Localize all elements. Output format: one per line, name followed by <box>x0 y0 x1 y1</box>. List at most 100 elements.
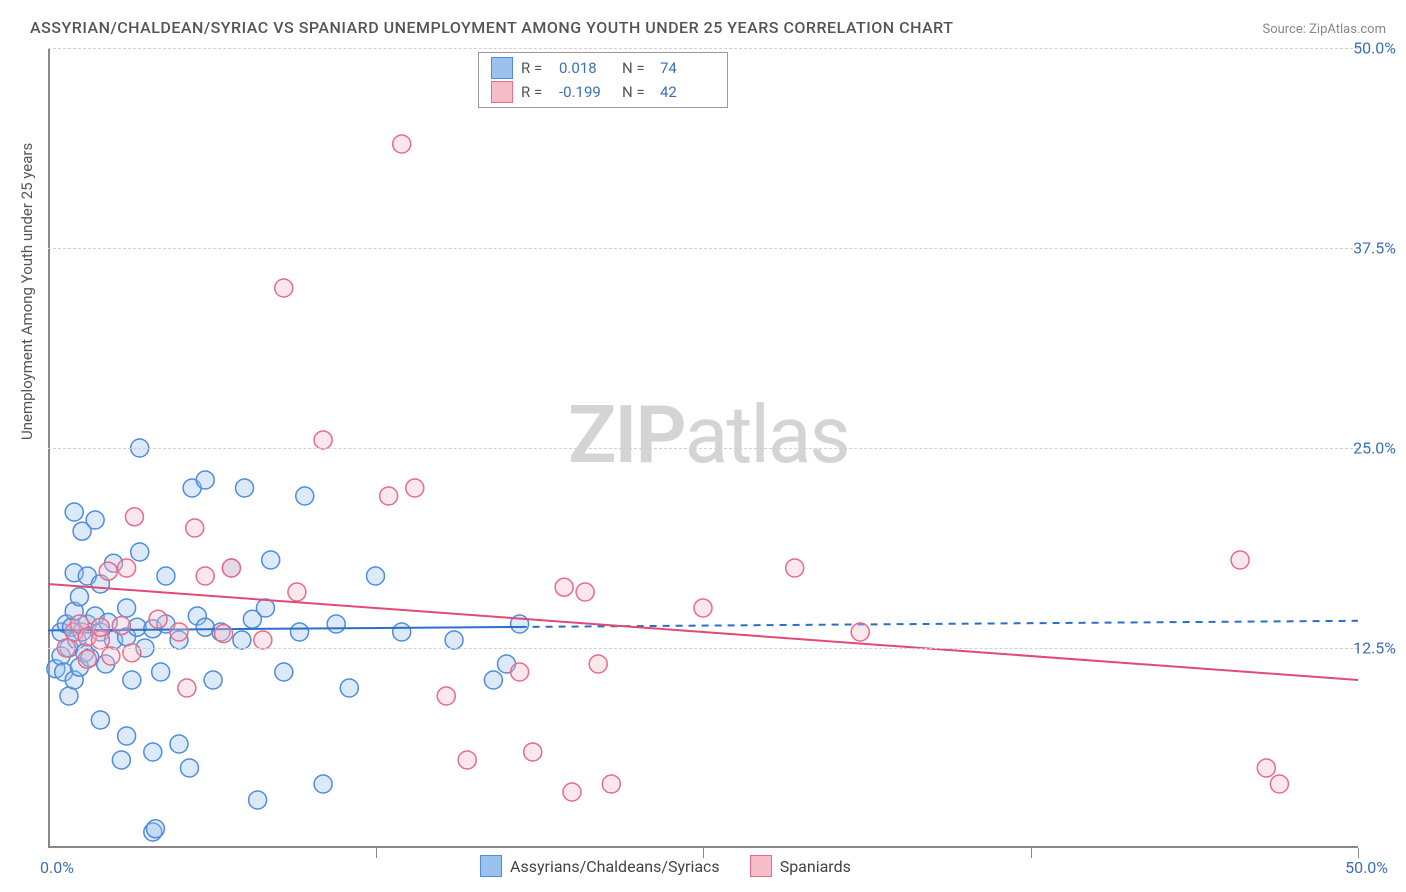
x-tick <box>1358 848 1359 858</box>
data-point <box>112 617 130 635</box>
y-tick-label: 12.5% <box>1353 639 1396 658</box>
data-point <box>86 511 104 529</box>
legend-series: Assyrians/Chaldeans/Syriacs Spaniards <box>480 855 851 877</box>
data-point <box>146 820 164 838</box>
data-point <box>314 775 332 793</box>
data-point <box>152 663 170 681</box>
data-point <box>112 751 130 769</box>
chart-title: ASSYRIAN/CHALDEAN/SYRIAC VS SPANIARD UNE… <box>30 18 953 37</box>
data-point <box>275 663 293 681</box>
data-point <box>511 663 529 681</box>
data-point <box>275 279 293 297</box>
legend-stats-row-assyrians: R = 0.018 N = 74 <box>491 57 715 79</box>
data-point <box>589 655 607 673</box>
data-point <box>91 711 109 729</box>
legend-item-spaniards: Spaniards <box>750 855 851 877</box>
data-point <box>576 583 594 601</box>
swatch-spaniards-bottom <box>750 855 772 877</box>
data-point <box>1270 775 1288 793</box>
swatch-assyrians-bottom <box>480 855 502 877</box>
legend-stats: R = 0.018 N = 74 R = -0.199 N = 42 <box>478 52 728 108</box>
n-value-assyrians: 74 <box>660 59 715 77</box>
grid-line <box>48 48 1358 49</box>
data-point <box>60 687 78 705</box>
y-tick-label: 37.5% <box>1353 239 1396 258</box>
data-point <box>327 615 345 633</box>
data-point <box>118 599 136 617</box>
grid-line <box>48 448 1358 449</box>
data-point <box>123 644 141 662</box>
r-label: R = <box>521 59 551 77</box>
data-point <box>296 487 314 505</box>
data-point <box>149 610 167 628</box>
data-point <box>186 519 204 537</box>
x-axis-min-label: 0.0% <box>40 858 74 877</box>
data-point <box>78 650 96 668</box>
data-point <box>118 727 136 745</box>
data-point <box>144 743 162 761</box>
data-point <box>367 567 385 585</box>
y-tick-label: 25.0% <box>1353 439 1396 458</box>
data-point <box>1231 551 1249 569</box>
data-point <box>786 559 804 577</box>
x-tick <box>376 848 377 858</box>
data-point <box>170 623 188 641</box>
data-point <box>178 679 196 697</box>
n-value-spaniards: 42 <box>660 83 715 101</box>
data-point <box>340 679 358 697</box>
data-point <box>118 559 136 577</box>
data-point <box>236 479 254 497</box>
data-point <box>196 471 214 489</box>
swatch-spaniards <box>491 81 513 103</box>
legend-item-assyrians: Assyrians/Chaldeans/Syriacs <box>480 855 720 877</box>
data-point <box>233 631 251 649</box>
data-point <box>254 631 272 649</box>
data-point <box>249 791 267 809</box>
series-name-assyrians: Assyrians/Chaldeans/Syriacs <box>510 857 720 876</box>
data-point <box>445 631 463 649</box>
data-point <box>196 567 214 585</box>
grid-line <box>48 248 1358 249</box>
data-point <box>694 599 712 617</box>
data-point <box>437 687 455 705</box>
data-point <box>170 735 188 753</box>
data-point <box>99 562 117 580</box>
r-label: R = <box>521 83 551 101</box>
data-point <box>563 783 581 801</box>
data-point <box>215 625 233 643</box>
data-point <box>393 623 411 641</box>
data-point <box>458 751 476 769</box>
data-point <box>65 503 83 521</box>
data-point <box>91 618 109 636</box>
data-point <box>288 583 306 601</box>
data-point <box>555 578 573 596</box>
data-point <box>314 431 332 449</box>
data-point <box>256 599 274 617</box>
grid-line <box>48 648 1358 649</box>
data-point <box>102 647 120 665</box>
data-point <box>484 671 502 689</box>
r-value-spaniards: -0.199 <box>559 83 614 101</box>
data-point <box>204 671 222 689</box>
data-point <box>602 775 620 793</box>
data-point <box>131 543 149 561</box>
data-point <box>393 135 411 153</box>
source-label: Source: ZipAtlas.com <box>1262 22 1386 37</box>
r-value-assyrians: 0.018 <box>559 59 614 77</box>
data-point <box>262 551 280 569</box>
data-point <box>524 743 542 761</box>
swatch-assyrians <box>491 57 513 79</box>
y-axis-label: Unemployment Among Youth under 25 years <box>18 143 36 440</box>
data-point <box>380 487 398 505</box>
trend-line-dashed <box>520 621 1358 627</box>
n-label: N = <box>622 83 652 101</box>
plot-area: ZIPatlas R = 0.018 N = 74 R = -0.199 N =… <box>48 48 1358 848</box>
x-tick <box>1031 848 1032 858</box>
data-point <box>222 559 240 577</box>
legend-stats-row-spaniards: R = -0.199 N = 42 <box>491 81 715 103</box>
data-point <box>125 508 143 526</box>
data-point <box>1257 759 1275 777</box>
data-point <box>291 623 309 641</box>
x-axis-max-label: 50.0% <box>1345 858 1388 877</box>
series-name-spaniards: Spaniards <box>780 857 851 876</box>
